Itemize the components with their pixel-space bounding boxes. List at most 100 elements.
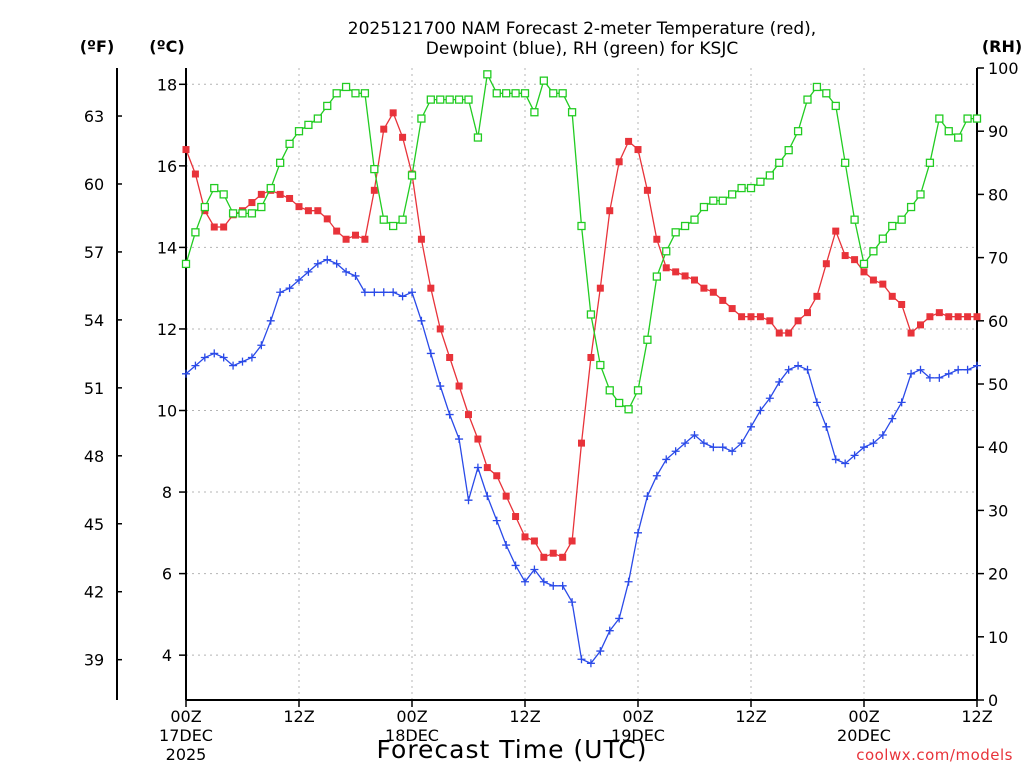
dewpoint-point (681, 439, 690, 448)
rh-point (878, 234, 887, 243)
time-tick-label: 12Z (735, 707, 766, 726)
dewpoint-point (586, 659, 595, 668)
series-line (185, 258, 978, 665)
dewpoint-point (577, 655, 586, 664)
dewpoint-point (916, 365, 925, 374)
dewpoint-point (897, 398, 906, 407)
rh-point (257, 202, 266, 212)
temperature-point (691, 276, 698, 284)
rh-point (897, 215, 906, 224)
temperature-point (813, 292, 821, 300)
rh-point (671, 228, 680, 237)
rh-point (323, 101, 332, 111)
temperature-point (917, 321, 924, 329)
temperature-point (822, 260, 830, 268)
fahrenheit-tick-label: 45 (84, 515, 104, 534)
celsius-tick-label: 10 (157, 402, 177, 421)
temperature-point (530, 537, 538, 545)
dewpoint-point (812, 398, 821, 407)
rh-point (709, 196, 718, 205)
fahrenheit-tick-label: 42 (84, 583, 104, 602)
temperature-point (483, 464, 491, 472)
rh-point (728, 190, 737, 199)
dewpoint-point (266, 316, 275, 325)
dewpoint-point (247, 353, 256, 362)
fahrenheit-unit-label: (ºF) (80, 37, 115, 56)
rh-point (784, 146, 793, 155)
rh-point (662, 247, 671, 256)
celsius-tick-label: 18 (157, 75, 177, 94)
year-tick-label: 2025 (166, 745, 207, 764)
credit-text: coolwx.com/models (856, 746, 1013, 764)
fahrenheit-tick-label: 57 (84, 243, 104, 262)
temperature-point (474, 435, 482, 443)
temperature-point (738, 313, 746, 321)
rh-point (191, 228, 200, 237)
dewpoint-point (379, 288, 388, 297)
temperature-point (775, 329, 783, 337)
celsius-tick-label: 6 (162, 565, 172, 584)
rh-point (210, 183, 219, 193)
dewpoint-point (229, 361, 238, 370)
temperature-point (643, 186, 651, 194)
temperature-point (945, 313, 953, 321)
temperature-point (540, 553, 548, 561)
rh-point (502, 89, 511, 98)
fahrenheit-tick-label: 51 (84, 379, 104, 398)
dewpoint-point (483, 492, 492, 501)
dewpoint-point (549, 581, 558, 590)
x-axis-title: Forecast Time (UTC) (377, 735, 648, 764)
fahrenheit-tick-label: 60 (84, 175, 104, 194)
temperature-point (596, 284, 604, 292)
temperature-point (399, 133, 407, 141)
rh-point (624, 405, 633, 414)
date-tick-label: 17DEC (159, 726, 213, 745)
rh-tick-label: 70 (988, 249, 1008, 268)
rh-point (436, 95, 445, 104)
dewpoint-point (276, 288, 285, 297)
rh-point (454, 95, 464, 104)
temperature-point (869, 276, 877, 284)
rh-point (539, 76, 548, 85)
rh-point (812, 82, 822, 92)
temperature-point (719, 296, 727, 304)
temperature-point (634, 146, 642, 154)
dewpoint-point (455, 435, 464, 444)
temperature-point (559, 553, 567, 561)
dewpoint-point (869, 439, 878, 448)
rh-point (841, 158, 850, 167)
dewpoint-point (878, 430, 887, 439)
dewpoint-point (238, 357, 247, 366)
rh-point (822, 89, 831, 98)
rh-point (935, 114, 944, 123)
temperature-point (304, 207, 312, 215)
dewpoint-point (784, 365, 793, 374)
temperature-point (832, 227, 840, 235)
rh-point (266, 183, 275, 193)
dewpoint-point (257, 341, 266, 350)
temperature-point (549, 549, 557, 557)
rh-point (549, 89, 558, 98)
dewpoint-point (747, 422, 755, 431)
rh-point (445, 95, 454, 104)
rh-point (925, 158, 935, 167)
rh-point (351, 89, 360, 98)
rh-point (417, 114, 426, 123)
rh-point (238, 209, 247, 218)
temperature-point (342, 235, 350, 243)
rh-point (464, 95, 473, 104)
rh-point (596, 360, 605, 370)
axes (116, 68, 978, 701)
temperature-point (681, 272, 689, 280)
temperature-point (436, 325, 444, 333)
temperature-point (276, 190, 284, 198)
series-rh (181, 70, 982, 414)
temperature-point (417, 235, 425, 243)
rh-point (586, 310, 596, 319)
celsius-tick-label: 8 (162, 483, 172, 502)
rh-tick-label: 100 (988, 59, 1019, 78)
rh-point (963, 114, 972, 123)
dewpoint-point (360, 288, 369, 297)
rh-point (398, 215, 407, 224)
